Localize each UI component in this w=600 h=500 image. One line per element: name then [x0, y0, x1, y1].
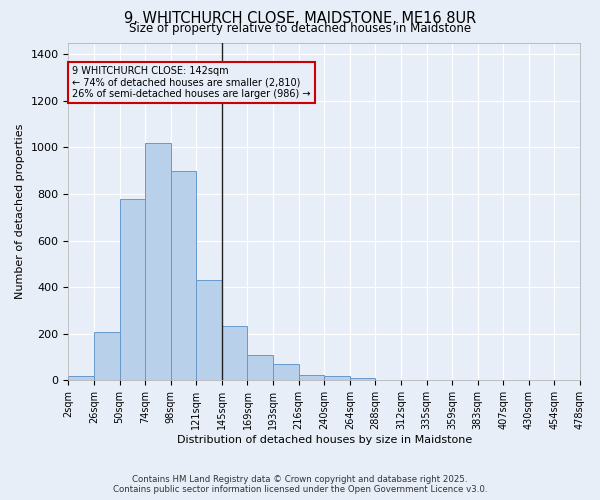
- Y-axis label: Number of detached properties: Number of detached properties: [15, 124, 25, 299]
- Text: Size of property relative to detached houses in Maidstone: Size of property relative to detached ho…: [129, 22, 471, 35]
- Bar: [68, 376, 94, 380]
- Bar: [324, 376, 350, 380]
- Bar: [222, 326, 247, 380]
- X-axis label: Distribution of detached houses by size in Maidstone: Distribution of detached houses by size …: [176, 435, 472, 445]
- Bar: [247, 355, 273, 380]
- Bar: [299, 374, 324, 380]
- Bar: [196, 280, 222, 380]
- Bar: [119, 198, 145, 380]
- Bar: [350, 378, 376, 380]
- Bar: [273, 364, 299, 380]
- Text: 9 WHITCHURCH CLOSE: 142sqm
← 74% of detached houses are smaller (2,810)
26% of s: 9 WHITCHURCH CLOSE: 142sqm ← 74% of deta…: [72, 66, 311, 98]
- Text: Contains HM Land Registry data © Crown copyright and database right 2025.
Contai: Contains HM Land Registry data © Crown c…: [113, 474, 487, 494]
- Text: 9, WHITCHURCH CLOSE, MAIDSTONE, ME16 8UR: 9, WHITCHURCH CLOSE, MAIDSTONE, ME16 8UR: [124, 11, 476, 26]
- Bar: [94, 332, 119, 380]
- Bar: [145, 142, 171, 380]
- Bar: [171, 170, 196, 380]
